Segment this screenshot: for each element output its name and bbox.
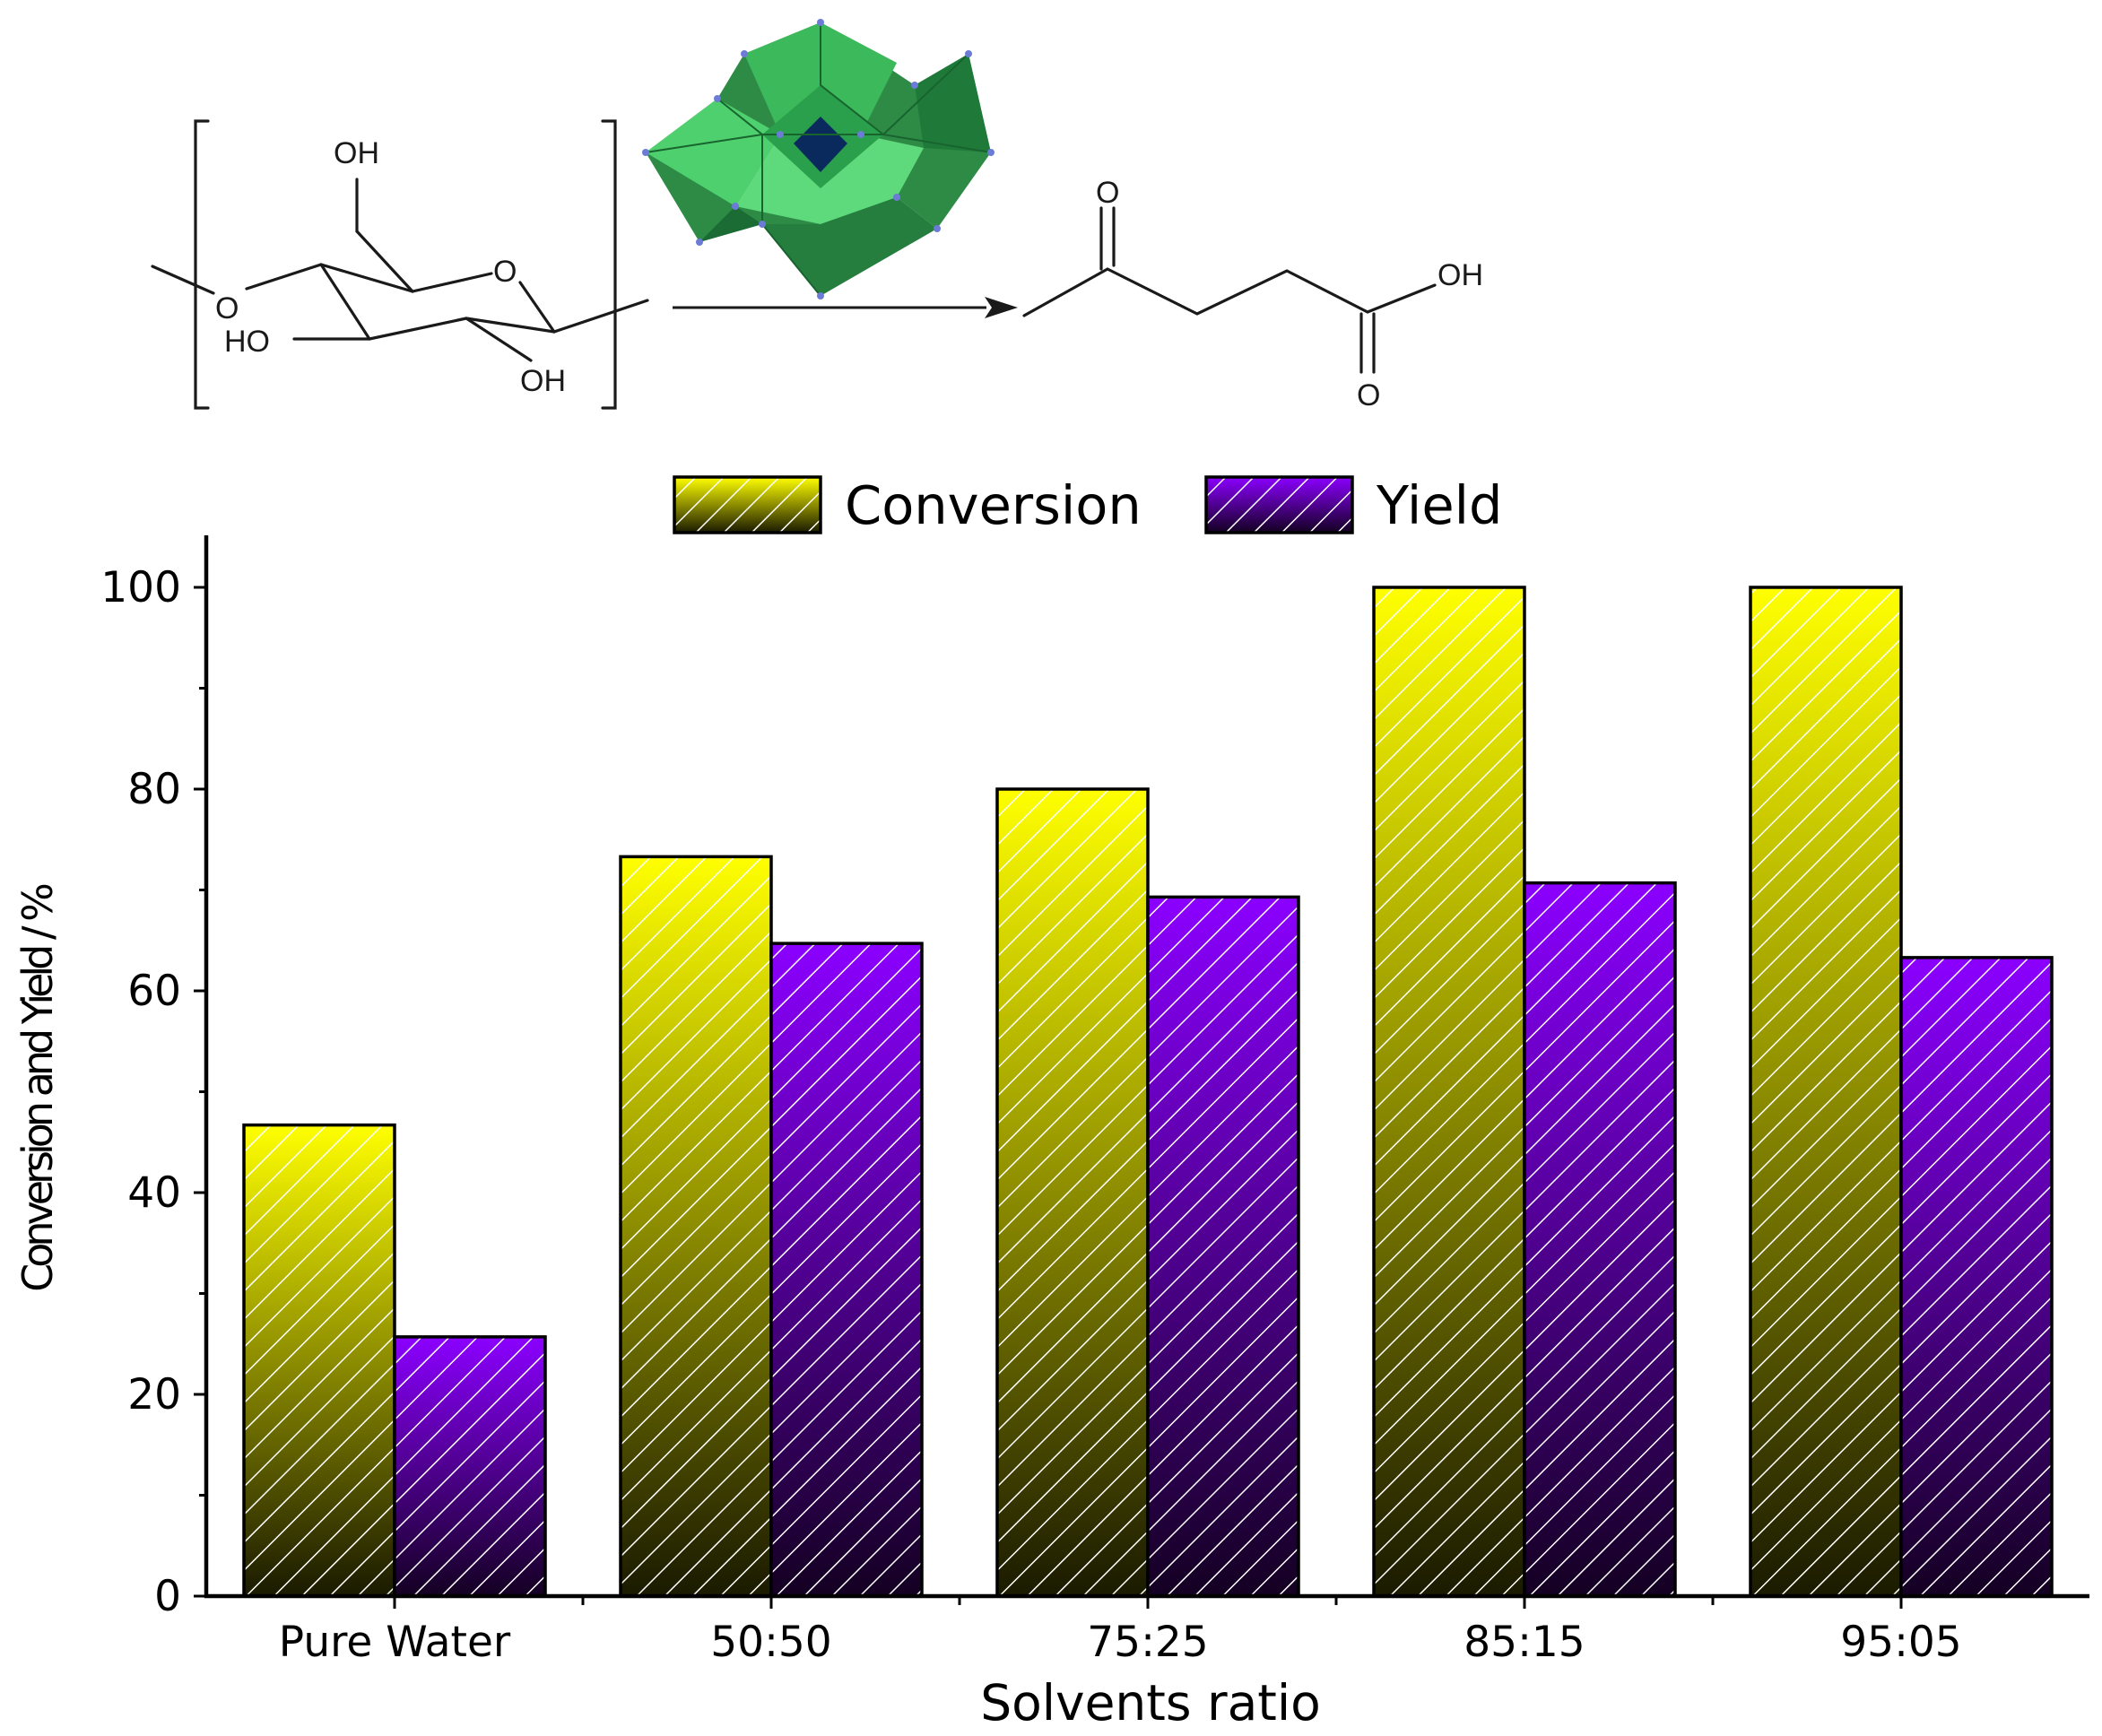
atom-label: OH bbox=[334, 136, 379, 170]
reaction-scheme: OH O O HO OH O OH bbox=[151, 19, 1483, 412]
y-tick-label: 60 bbox=[127, 967, 181, 1016]
plot-area: Pure Water 50:50 75:25 85:15 95:05 0 20 40 60 80 1… bbox=[100, 535, 2089, 1667]
y-tick-label: 0 bbox=[154, 1572, 181, 1621]
atom-label: O bbox=[1357, 378, 1380, 412]
y-axis-title: Conversion and Yield / % bbox=[13, 884, 62, 1292]
glucose-unit bbox=[151, 178, 649, 362]
levulinic-acid bbox=[1022, 206, 1437, 374]
y-tick-label: 100 bbox=[100, 563, 181, 612]
right-bracket bbox=[601, 119, 617, 410]
atom-label: O bbox=[1096, 176, 1119, 210]
left-bracket bbox=[194, 119, 210, 410]
y-tick-label: 80 bbox=[127, 765, 181, 814]
y-tick-label: 20 bbox=[127, 1370, 181, 1419]
legend-label-yield: Yield bbox=[1376, 474, 1502, 536]
reaction-arrow bbox=[673, 297, 1018, 318]
atom-label: O bbox=[215, 291, 239, 326]
atom-label: OH bbox=[1438, 258, 1483, 292]
catalyst-cluster-image bbox=[642, 19, 995, 299]
atom-label: HO bbox=[224, 325, 270, 359]
y-tick-label: 40 bbox=[127, 1168, 181, 1218]
atom-label: O bbox=[493, 255, 517, 289]
x-tick-label: 95:05 bbox=[1840, 1618, 1961, 1667]
x-tick-label: 50:50 bbox=[710, 1618, 831, 1667]
legend-label-conversion: Conversion bbox=[845, 474, 1142, 536]
atom-label: OH bbox=[520, 364, 566, 398]
x-tick-label: Pure Water bbox=[279, 1618, 511, 1667]
x-tick-label: 85:15 bbox=[1464, 1618, 1585, 1667]
x-tick-label: 75:25 bbox=[1087, 1618, 1208, 1667]
x-axis-title: Solvents ratio bbox=[980, 1674, 1321, 1732]
legend: Conversion Yield bbox=[673, 474, 1502, 536]
